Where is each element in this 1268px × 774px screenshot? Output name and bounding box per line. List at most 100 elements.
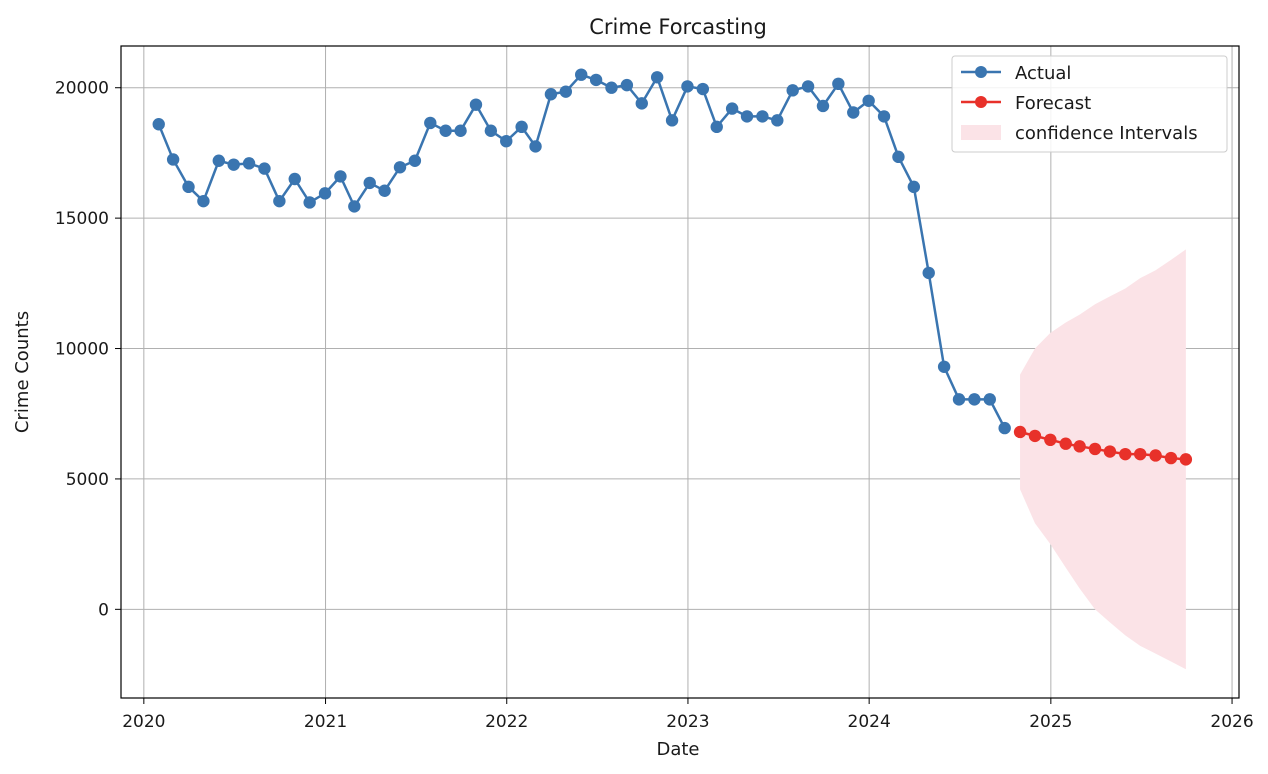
- actual-point: [816, 99, 830, 113]
- actual-point: [515, 120, 528, 134]
- actual-point: [650, 71, 664, 84]
- actual-point: [258, 162, 271, 175]
- actual-point: [182, 180, 195, 194]
- forecast-point: [1059, 437, 1072, 450]
- actual-point: [303, 196, 316, 209]
- actual-series: [152, 68, 1011, 435]
- confidence-interval-band: [1020, 249, 1186, 670]
- actual-point: [756, 110, 769, 123]
- actual-point: [847, 106, 860, 119]
- actual-point: [681, 80, 694, 93]
- actual-point: [227, 158, 240, 171]
- actual-point: [862, 94, 875, 107]
- actual-point: [832, 77, 845, 91]
- y-tick-label: 5000: [66, 470, 109, 490]
- actual-point: [559, 85, 573, 98]
- legend-actual-marker: [975, 66, 987, 78]
- actual-point: [786, 84, 799, 97]
- actual-point: [801, 80, 815, 93]
- forecast-point: [1073, 440, 1086, 453]
- actual-point: [197, 194, 210, 208]
- x-tick-label: 2021: [304, 712, 347, 732]
- y-tick-label: 10000: [55, 340, 109, 360]
- forecast-point: [1164, 451, 1178, 465]
- actual-point: [892, 150, 905, 164]
- x-tick-label: 2024: [848, 712, 891, 732]
- actual-point: [454, 124, 467, 137]
- legend-confidence-label: confidence Intervals: [1015, 123, 1198, 144]
- actual-point: [318, 187, 332, 200]
- actual-point: [696, 82, 710, 96]
- actual-point: [589, 73, 603, 87]
- actual-point: [334, 170, 347, 183]
- legend-actual-label: Actual: [1015, 63, 1071, 84]
- plot-frame: [120, 45, 1240, 699]
- actual-point: [378, 184, 391, 197]
- actual-point: [500, 134, 513, 148]
- actual-point: [771, 114, 784, 127]
- actual-point: [242, 157, 256, 170]
- actual-point: [363, 176, 376, 190]
- actual-point: [710, 120, 723, 134]
- actual-point: [273, 194, 286, 208]
- actual-point: [439, 124, 452, 137]
- x-tick-label: 2022: [485, 712, 528, 732]
- confidence-interval-layer: [1020, 249, 1186, 670]
- y-tick-label: 0: [98, 600, 109, 620]
- x-tick-label: 2020: [122, 712, 165, 732]
- forecast-point: [1013, 425, 1027, 439]
- legend-forecast-marker: [975, 96, 987, 108]
- x-tick-label: 2023: [666, 712, 709, 732]
- x-axis-ticks: 2020 2021 2022 2023 2024 2025 2026: [122, 698, 1254, 732]
- x-tick-label: 2025: [1029, 712, 1072, 732]
- actual-point: [922, 266, 935, 280]
- forecast-point: [1119, 447, 1132, 461]
- actual-line: [157, 73, 1006, 429]
- legend-forecast-label: Forecast: [1015, 93, 1091, 114]
- actual-point: [575, 68, 588, 81]
- actual-point: [152, 118, 165, 131]
- forecast-point: [1044, 433, 1057, 447]
- forecast-point: [1103, 445, 1117, 458]
- y-tick-label: 20000: [55, 79, 109, 99]
- forecast-point: [1149, 449, 1162, 462]
- actual-point: [288, 172, 301, 186]
- actual-point: [212, 154, 226, 167]
- y-axis-ticks: 0 5000 10000 15000 20000: [55, 79, 121, 620]
- actual-point: [529, 140, 542, 153]
- forecast-point: [1028, 429, 1042, 443]
- actual-point: [469, 98, 483, 111]
- actual-point: [937, 360, 951, 373]
- actual-point: [166, 153, 180, 166]
- forecast-series: [1013, 425, 1193, 466]
- actual-point: [665, 114, 679, 127]
- legend-box: [951, 55, 1228, 153]
- y-tick-label: 15000: [55, 209, 109, 229]
- actual-point: [620, 78, 634, 92]
- actual-point: [544, 88, 558, 101]
- forecast-point: [1134, 447, 1147, 461]
- actual-point: [952, 393, 966, 406]
- chart-title: Crime Forcasting: [589, 15, 767, 39]
- forecast-point: [1179, 453, 1193, 466]
- actual-point: [998, 421, 1011, 435]
- actual-point: [740, 110, 754, 123]
- actual-point: [725, 102, 739, 115]
- y-axis-label: Crime Counts: [12, 311, 33, 433]
- actual-point: [424, 116, 437, 130]
- actual-point: [968, 393, 981, 406]
- legend-confidence-swatch: [961, 125, 1001, 140]
- actual-point: [408, 154, 422, 167]
- legend: Actual Forecast confidence Intervals: [951, 55, 1228, 153]
- actual-point: [907, 180, 921, 194]
- x-tick-label: 2026: [1210, 712, 1253, 732]
- forecast-point: [1088, 442, 1102, 456]
- actual-point: [484, 124, 498, 137]
- actual-point: [348, 200, 361, 213]
- actual-point: [605, 81, 618, 94]
- actual-point: [877, 110, 891, 123]
- actual-point: [635, 97, 648, 110]
- x-axis-label: Date: [656, 739, 699, 760]
- actual-point: [393, 161, 407, 174]
